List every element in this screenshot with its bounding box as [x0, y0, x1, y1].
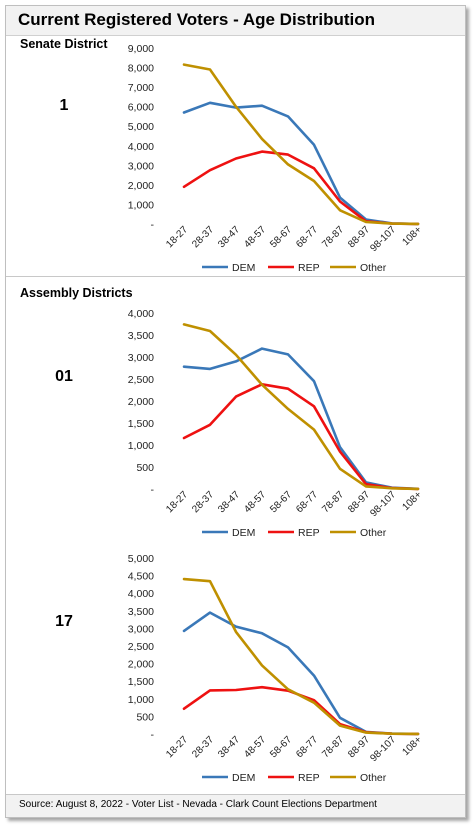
- x-tick-label: 58-67: [268, 734, 294, 760]
- series-line-rep: [182, 150, 420, 226]
- x-tick-label: 68-77: [294, 224, 320, 250]
- series-line-rep: [182, 383, 420, 491]
- legend-label-rep: REP: [298, 772, 320, 784]
- y-tick-label: -: [151, 484, 155, 496]
- legend-label-other: Other: [360, 527, 387, 539]
- y-tick-label: 7,000: [128, 82, 154, 94]
- assembly-district-17-chart: - 500 1,000 1,500 2,000 2,500 3,000 3,500 4,000 4…: [128, 553, 425, 784]
- x-tick-label: 68-77: [294, 734, 320, 760]
- x-tick-label: 98-107: [368, 224, 398, 254]
- section-divider: [6, 276, 465, 277]
- x-tick-label: 108+: [400, 489, 424, 513]
- y-tick-label: 1,500: [128, 676, 154, 688]
- y-tick-label: -: [151, 729, 155, 741]
- legend-label-rep: REP: [298, 527, 320, 539]
- x-tick-label: 38-47: [216, 734, 242, 760]
- x-tick-label: 38-47: [216, 489, 242, 515]
- series-line-dem: [182, 101, 420, 226]
- legend-label-dem: DEM: [232, 527, 255, 539]
- series-line-other: [182, 63, 420, 226]
- legend-label-rep: REP: [298, 262, 320, 274]
- x-tick-label: 108+: [400, 224, 424, 248]
- x-tick-label: 78-87: [320, 224, 346, 250]
- y-tick-label: 2,500: [128, 641, 154, 653]
- x-tick-label: 98-107: [368, 489, 398, 519]
- y-tick-label: 5,000: [128, 121, 154, 133]
- senate-district-chart: - 1,000 2,000 3,000 4,000 5,000 6,000 7,000 8,00…: [128, 43, 425, 274]
- series-line-dem: [182, 611, 420, 736]
- y-tick-label: 2,000: [128, 396, 154, 408]
- y-tick-label: 1,500: [128, 418, 154, 430]
- series-line-rep: [182, 685, 420, 736]
- x-tick-label: 98-107: [368, 734, 398, 764]
- y-tick-label: 3,500: [128, 330, 154, 342]
- y-tick-label: 5,000: [128, 553, 154, 565]
- series-line-other: [182, 323, 420, 491]
- x-tick-label: 28-37: [190, 734, 216, 760]
- x-tick-label: 28-37: [190, 224, 216, 250]
- senate-district-number: 1: [59, 97, 69, 114]
- y-tick-label: 4,000: [128, 588, 154, 600]
- x-tick-label: 18-27: [164, 734, 190, 760]
- y-tick-label: 2,500: [128, 374, 154, 386]
- assembly-district-01-chart: - 500 1,000 1,500 2,000 2,500 3,000 3,500 4,000 1…: [128, 308, 425, 539]
- x-tick-label: 108+: [400, 734, 424, 758]
- x-tick-label: 58-67: [268, 489, 294, 515]
- x-tick-label: 18-27: [164, 224, 190, 250]
- x-tick-label: 38-47: [216, 224, 242, 250]
- y-tick-label: 4,000: [128, 308, 154, 320]
- assembly-district-01-number: 01: [55, 368, 73, 385]
- y-tick-label: 9,000: [128, 43, 154, 55]
- legend-label-dem: DEM: [232, 262, 255, 274]
- y-tick-label: 500: [136, 711, 154, 723]
- x-tick-label: 28-37: [190, 489, 216, 515]
- source-note: Source: August 8, 2022 - Voter List - Ne…: [19, 799, 377, 810]
- x-tick-label: 48-57: [242, 489, 268, 515]
- report-frame: Current Registered Voters - Age Distribu…: [5, 5, 466, 818]
- assembly-district-17-number: 17: [55, 613, 73, 630]
- series-line-other: [182, 577, 420, 736]
- y-tick-label: 500: [136, 462, 154, 474]
- x-tick-label: 78-87: [320, 489, 346, 515]
- page-title: Current Registered Voters - Age Distribu…: [18, 10, 376, 29]
- x-tick-label: 68-77: [294, 489, 320, 515]
- x-tick-label: 78-87: [320, 734, 346, 760]
- legend-label-other: Other: [360, 262, 387, 274]
- x-tick-label: 48-57: [242, 224, 268, 250]
- y-tick-label: 8,000: [128, 63, 154, 75]
- title-bar: Current Registered Voters - Age Distribu…: [6, 6, 465, 36]
- x-tick-label: 18-27: [164, 489, 190, 515]
- y-tick-label: 6,000: [128, 102, 154, 114]
- assembly-section-label: Assembly Districts: [20, 286, 133, 300]
- y-tick-label: 3,000: [128, 160, 154, 172]
- legend-label-other: Other: [360, 772, 387, 784]
- y-tick-label: 2,000: [128, 659, 154, 671]
- y-tick-label: 2,000: [128, 180, 154, 192]
- x-tick-label: 48-57: [242, 734, 268, 760]
- y-tick-label: 3,500: [128, 606, 154, 618]
- y-tick-label: 3,000: [128, 623, 154, 635]
- y-tick-label: 4,500: [128, 571, 154, 583]
- legend-label-dem: DEM: [232, 772, 255, 784]
- y-tick-label: 1,000: [128, 199, 154, 211]
- x-tick-label: 58-67: [268, 224, 294, 250]
- y-tick-label: 3,000: [128, 352, 154, 364]
- y-tick-label: -: [151, 219, 155, 231]
- y-tick-label: 1,000: [128, 440, 154, 452]
- footer: Source: August 8, 2022 - Voter List - Ne…: [6, 794, 465, 817]
- y-tick-label: 4,000: [128, 141, 154, 153]
- senate-section-label: Senate District: [20, 37, 108, 51]
- y-tick-label: 1,000: [128, 694, 154, 706]
